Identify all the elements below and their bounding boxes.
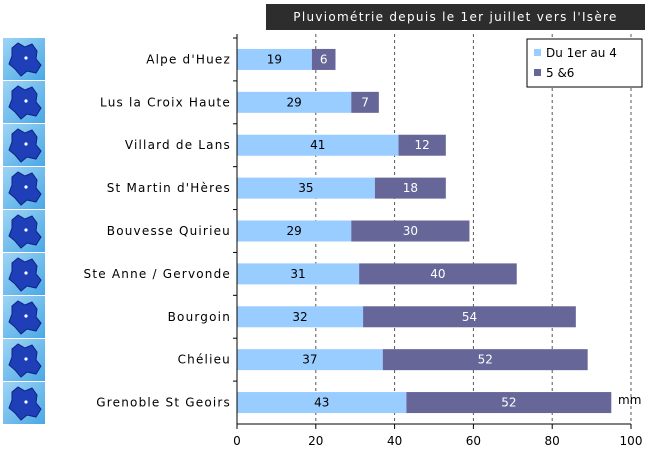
category-label: Bourgoin: [168, 310, 231, 324]
isere-department-map-icon: [3, 338, 45, 381]
bar-segment: [237, 349, 383, 371]
x-tick-label: 0: [233, 434, 241, 448]
bar-segment: [237, 392, 407, 414]
legend-label: Du 1er au 4: [546, 46, 617, 60]
bar-segment: [237, 48, 312, 70]
category-label: Lus la Croix Haute: [100, 95, 231, 109]
bar-segment: [311, 48, 336, 70]
data-label: 37: [302, 353, 317, 367]
x-tick-label: 20: [308, 434, 323, 448]
data-label: 12: [415, 138, 430, 152]
data-label: 30: [403, 224, 418, 238]
x-tick-label: 60: [466, 434, 481, 448]
data-label: 41: [310, 138, 325, 152]
data-label: 54: [462, 310, 477, 324]
category-label: Chélieu: [178, 353, 231, 367]
x-tick-label: 40: [387, 434, 402, 448]
legend: Du 1er au 4 5 &6: [526, 38, 643, 88]
category-label: Ste Anne / Gervonde: [84, 267, 231, 281]
bar-segment: [237, 263, 360, 285]
data-label: 29: [286, 224, 301, 238]
bar-segment: [237, 306, 364, 328]
data-label: 29: [286, 95, 301, 109]
data-label: 31: [290, 267, 305, 281]
isere-department-map-icon: [3, 210, 45, 252]
data-label: 40: [430, 267, 445, 281]
legend-label: 5 &6: [546, 66, 574, 80]
isere-department-map-icon: [3, 167, 45, 210]
bar-segment: [363, 306, 576, 328]
unit-label: mm: [618, 393, 641, 407]
bar-segment: [351, 91, 379, 113]
isere-department-map-icon: [3, 295, 45, 338]
data-label: 43: [314, 396, 329, 410]
category-label: Grenoble St Geoirs: [96, 396, 231, 410]
isere-department-map-icon: [3, 38, 45, 81]
data-label: 19: [267, 52, 282, 66]
bar-segment: [351, 220, 470, 242]
data-label: 52: [478, 353, 493, 367]
category-labels: Alpe d'Huez Lus la Croix Haute Villard de …: [84, 52, 231, 410]
bar-segment: [237, 91, 352, 113]
data-label: 32: [292, 310, 307, 324]
bars: 19 6 29 7 41 12 35 18 29 30 31 40 32 54 37 52 43 52: [237, 48, 612, 414]
bar-segment: [398, 134, 446, 156]
data-label: 6: [320, 52, 328, 66]
category-label: St Martin d'Hères: [107, 181, 231, 195]
category-label: Bouvesse Quirieu: [107, 224, 231, 238]
bar-segment: [382, 349, 588, 371]
x-axis: 0 20 40 60 80 100: [233, 34, 642, 448]
isere-department-map-icon: [3, 381, 45, 424]
data-label: 18: [403, 181, 418, 195]
isere-department-map-icon: [3, 81, 45, 124]
x-tick-label: 100: [620, 434, 643, 448]
bar-segment: [237, 220, 352, 242]
chart-title: Pluviométrie depuis le 1er juillet vers …: [266, 4, 645, 30]
legend-swatch: [534, 69, 541, 76]
bar-segment: [374, 177, 446, 199]
data-label: 7: [361, 95, 369, 109]
legend-box: [526, 38, 643, 88]
bar-segment: [406, 392, 612, 414]
data-label: 52: [501, 396, 516, 410]
category-label: Alpe d'Huez: [146, 52, 231, 66]
data-label: 35: [298, 181, 313, 195]
bar-segment: [359, 263, 517, 285]
isere-department-map-icon: [3, 124, 45, 167]
legend-swatch: [534, 49, 541, 56]
isere-department-map-icon: [3, 252, 45, 295]
x-tick-label: 80: [545, 434, 560, 448]
bar-segment: [237, 134, 399, 156]
bar-segment: [237, 177, 375, 199]
category-label: Villard de Lans: [125, 138, 231, 152]
